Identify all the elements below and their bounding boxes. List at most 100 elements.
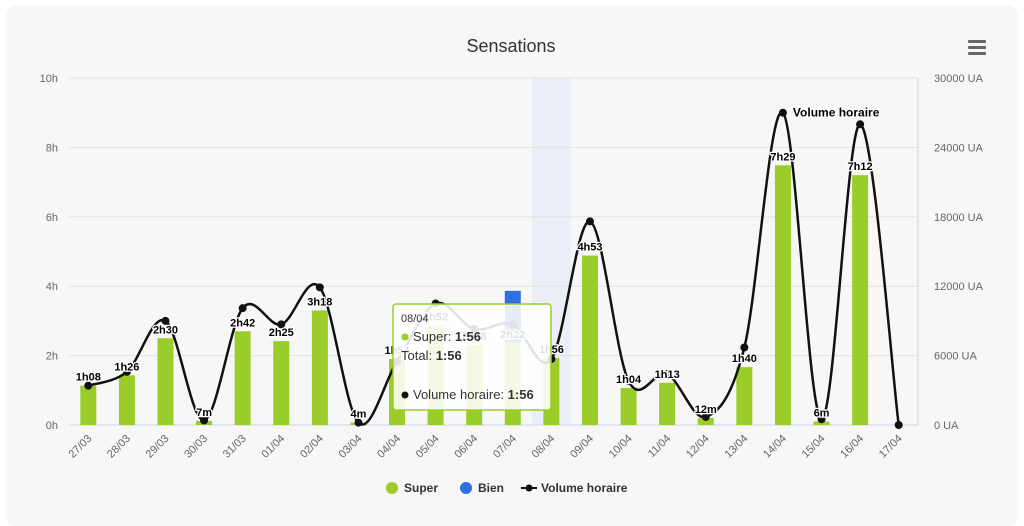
tooltip-row-value: 1:56: [455, 329, 481, 344]
bar-super: [736, 367, 753, 425]
x-tick-label: 05/04: [414, 433, 442, 461]
x-tick-label: 11/04: [646, 433, 673, 460]
legend-symbol: [460, 482, 472, 494]
x-tick-label: 04/04: [375, 433, 403, 461]
legend-label: Volume horaire: [541, 481, 628, 495]
bar-data-label: 7h29: [770, 151, 795, 163]
x-axis: 27/03 28/03 29/03 30/03 31/03 01/04 02/04 03/04…: [66, 433, 904, 461]
volume-horaire-point: [894, 421, 903, 429]
volume-horaire-point: [585, 217, 594, 226]
bar-super: [659, 382, 676, 425]
legend-item-super[interactable]: Super: [386, 481, 438, 495]
bar-data-label: 12m: [695, 404, 717, 416]
x-tick-label: 27/03: [66, 433, 94, 461]
legend-item-volume-horaire[interactable]: Volume horaire: [521, 481, 628, 495]
y-right-tick-label: 30000 UA: [934, 73, 984, 85]
bar-data-label: 1h26: [114, 361, 139, 373]
bar-super: [581, 255, 598, 425]
line-annotation-label: Volume horaire: [793, 106, 880, 120]
tooltip-total-label: Total:: [401, 348, 436, 363]
bar-super: [80, 385, 97, 425]
volume-horaire-point: [856, 120, 865, 129]
y-left-tick-label: 10h: [40, 73, 58, 85]
bar-data-label: 1h08: [76, 372, 101, 384]
x-tick-label: 31/03: [221, 433, 249, 461]
y-left-tick-label: 2h: [46, 351, 58, 363]
y-left-tick-label: 4h: [46, 281, 58, 293]
bar-data-label: 2h42: [230, 317, 255, 329]
bar-super: [311, 310, 328, 425]
volume-horaire-point: [740, 343, 749, 352]
y-right-tick-label: 18000 UA: [934, 212, 984, 224]
chart-menu-icon[interactable]: [968, 40, 986, 55]
tooltip-box: [392, 303, 552, 411]
x-tick-label: 01/04: [259, 433, 287, 461]
volume-horaire-point: [84, 381, 93, 390]
volume-horaire-point: [354, 418, 363, 427]
legend-symbol-dot: [525, 484, 533, 492]
x-tick-label: 12/04: [684, 433, 712, 461]
y-left-tick-label: 0h: [46, 420, 58, 432]
tooltip-total: Total: 1:56: [401, 348, 462, 363]
bar-data-label: 3h18: [307, 296, 332, 308]
bar-super: [852, 175, 869, 425]
volume-horaire-point: [277, 320, 286, 329]
bar-data-label: 2h25: [269, 327, 294, 339]
tooltip-row-label: Super:: [413, 329, 455, 344]
legend-label: Super: [404, 481, 438, 495]
bar-super: [234, 331, 251, 425]
x-tick-label: 14/04: [761, 433, 789, 461]
tooltip-date: 08/04: [401, 313, 429, 325]
x-tick-label: 08/04: [530, 433, 558, 461]
x-tick-label: 28/03: [105, 433, 133, 461]
bar-data-label: 1h04: [616, 374, 642, 386]
volume-horaire-point: [238, 304, 247, 313]
x-tick-label: 03/04: [337, 433, 365, 461]
volume-horaire-point: [624, 377, 633, 386]
tooltip-row: Super: 1:56: [413, 329, 481, 344]
volume-horaire-point: [701, 412, 710, 421]
legend: Super Bien Volume horaire: [386, 481, 628, 495]
grid-layer: 0h 2h 4h 6h 8h 10h 0 UA 6000 UA 12000 UA 18000 UA…: [40, 73, 984, 432]
bar-data-label: 1h13: [655, 369, 680, 381]
tooltip-line-symbol: [401, 391, 409, 399]
chart-svg: Sensations 0h 2h 4h 6h 8h 10h 0 UA 6000 UA 12000…: [40, 36, 986, 495]
volume-horaire-point: [200, 416, 209, 425]
bar-super: [118, 375, 135, 425]
x-tick-label: 13/04: [723, 433, 751, 461]
legend-symbol: [386, 482, 398, 494]
bar-super: [157, 338, 174, 425]
chart-title: Sensations: [466, 36, 555, 56]
x-tick-label: 29/03: [144, 433, 172, 461]
x-tick-label: 16/04: [838, 433, 866, 461]
tooltip-line-row: Volume horaire: 1:56: [413, 387, 534, 402]
bar-super: [774, 165, 791, 425]
bar-super: [273, 341, 290, 425]
bar-super: [697, 418, 714, 425]
bar-data-label: 6m: [814, 408, 830, 420]
tooltip-row-symbol: [401, 333, 409, 341]
y-right-tick-label: 24000 UA: [934, 142, 984, 154]
legend-label: Bien: [478, 481, 504, 495]
bar-data-label: 7h12: [848, 161, 873, 173]
x-tick-label: 02/04: [298, 433, 326, 461]
y-right-tick-label: 12000 UA: [934, 281, 984, 293]
x-tick-label: 30/03: [182, 433, 210, 461]
chart-card: Sensations 0h 2h 4h 6h 8h 10h 0 UA 6000 UA 12000…: [6, 6, 1018, 526]
y-left-tick-label: 8h: [46, 142, 58, 154]
volume-horaire-point: [122, 367, 131, 376]
x-tick-label: 07/04: [491, 433, 519, 461]
legend-item-bien[interactable]: Bien: [460, 481, 504, 495]
x-tick-label: 17/04: [877, 433, 905, 461]
tooltip-total-value: 1:56: [436, 348, 462, 363]
volume-horaire-point: [778, 108, 787, 117]
bar-data-label: 2h30: [153, 324, 178, 336]
bar-data-label: 1h40: [732, 353, 757, 365]
x-tick-label: 10/04: [607, 433, 635, 461]
y-right-tick-label: 0 UA: [934, 420, 959, 432]
bar-data-label: 4h53: [577, 242, 602, 254]
volume-horaire-point: [817, 415, 826, 424]
tooltip-line-value: 1:56: [508, 387, 534, 402]
volume-horaire-point: [161, 316, 170, 325]
